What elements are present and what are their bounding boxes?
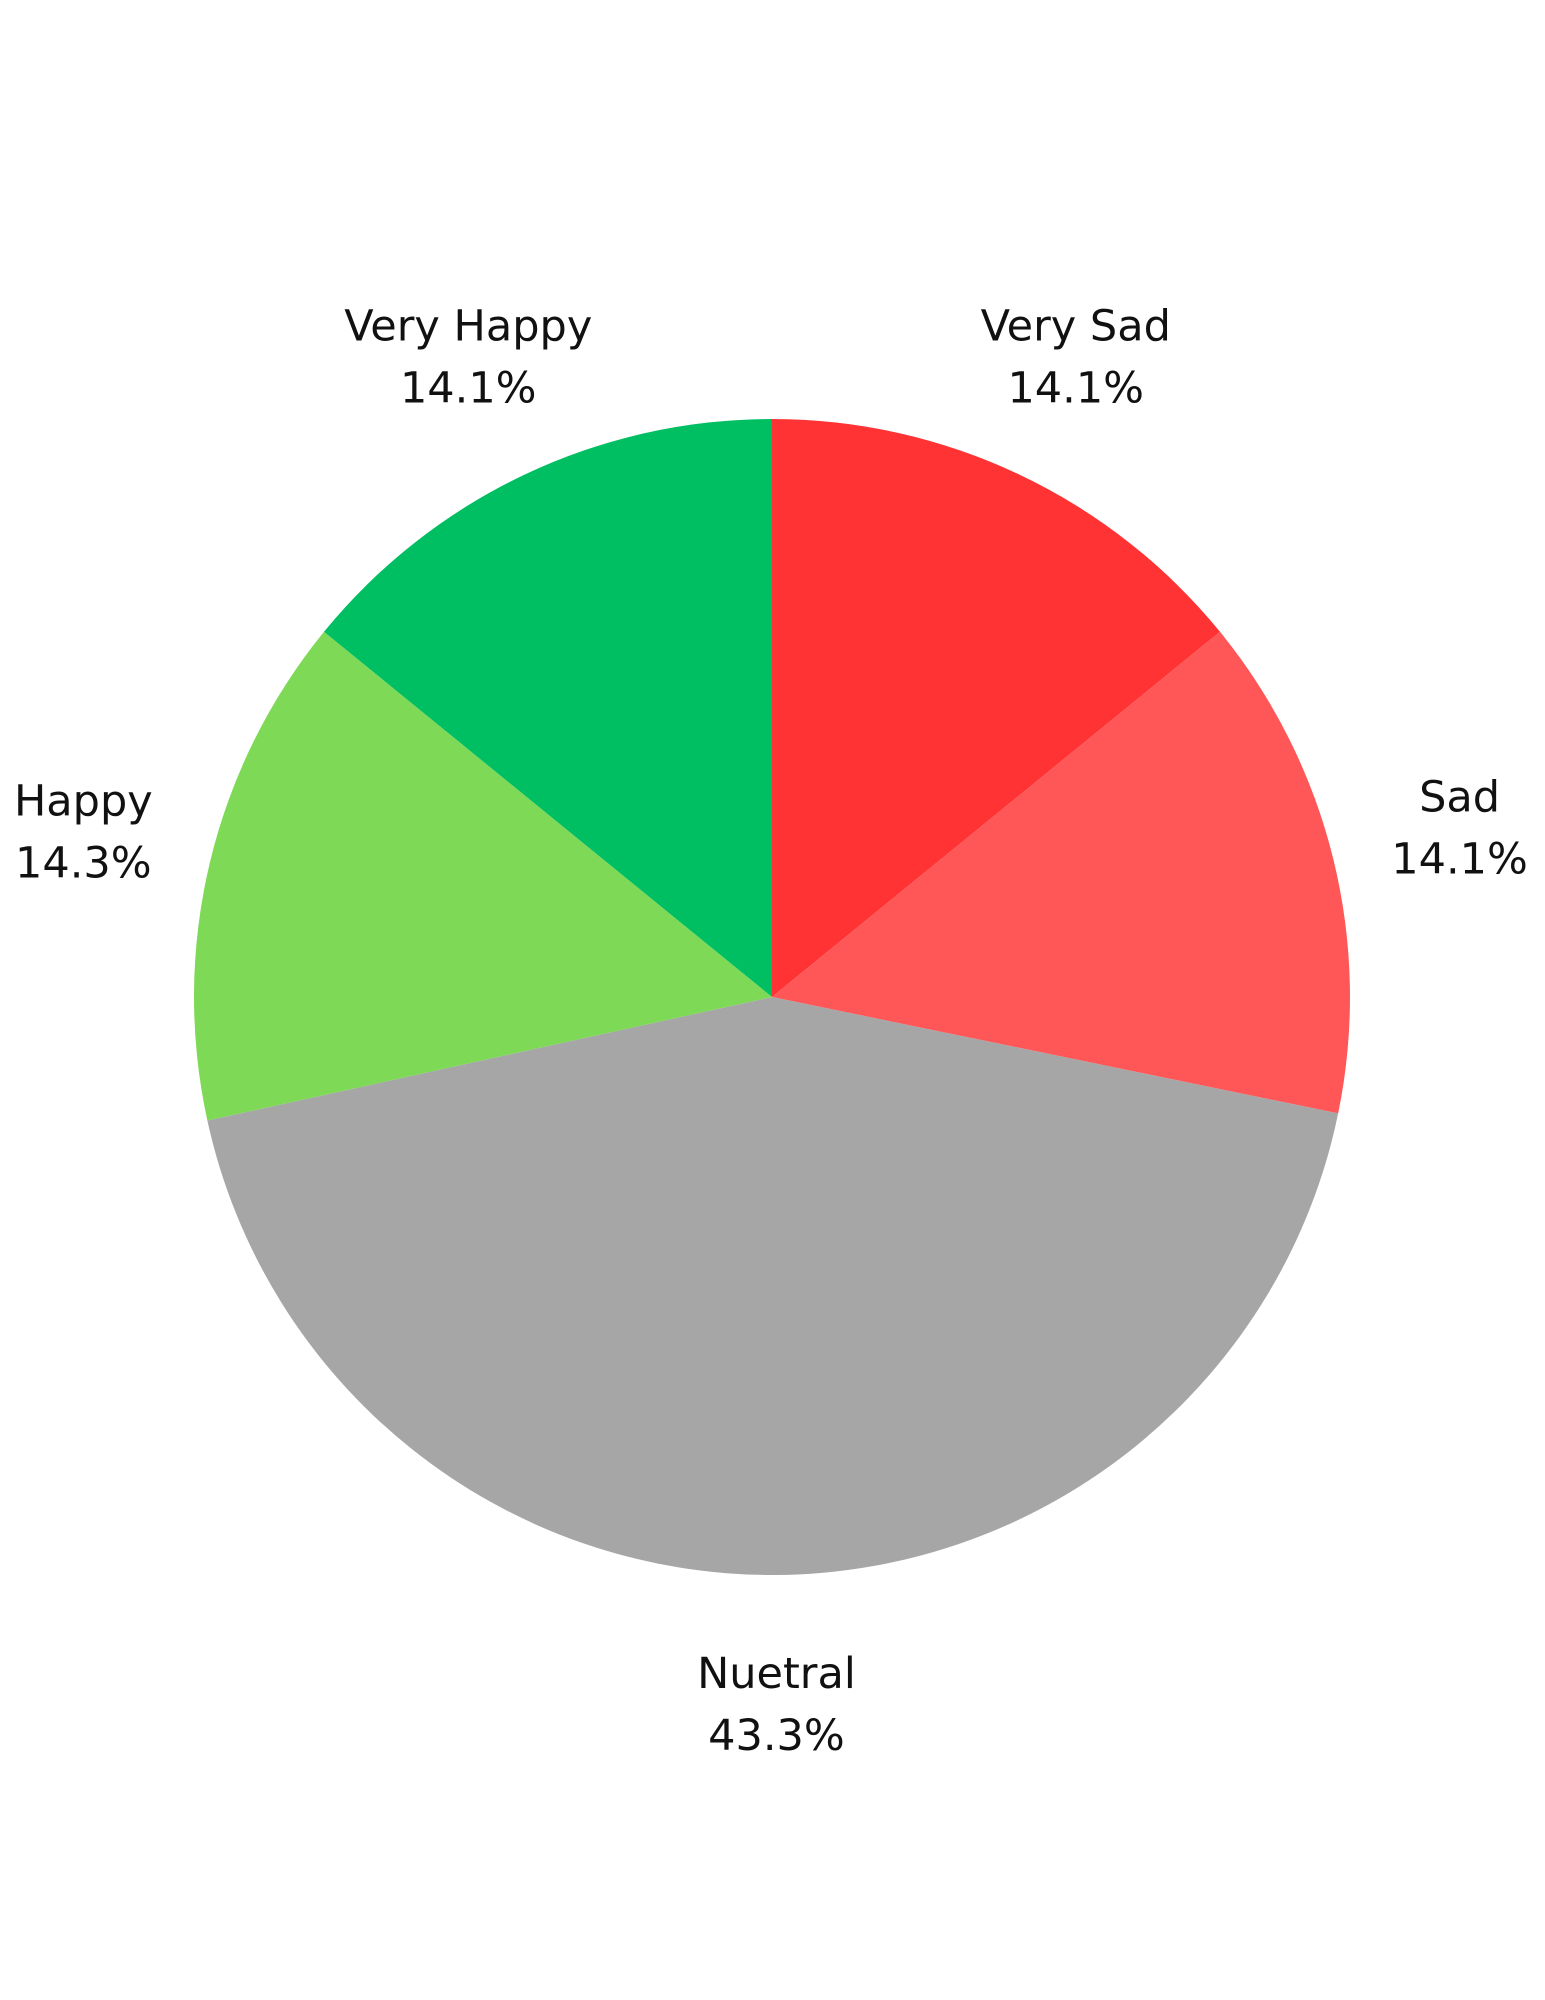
- slice-label-very-happy: Very Happy: [344, 301, 592, 351]
- pie-slice-happy: [194, 631, 773, 1121]
- slice-label-sad: Sad: [1419, 772, 1500, 822]
- pie-slice-sad: [772, 631, 1350, 1114]
- slice-value-sad: 14.1%: [1391, 834, 1528, 884]
- slice-label-very-sad: Very Sad: [981, 301, 1171, 351]
- slice-label-happy: Happy: [14, 777, 153, 827]
- slice-value-nuetral: 43.3%: [708, 1711, 845, 1761]
- slice-value-very-sad: 14.1%: [1007, 363, 1144, 413]
- pie-labels: Very Sad 14.1% Sad 14.1% Nuetral 43.3% Happy 14…: [14, 301, 1528, 1761]
- slice-value-very-happy: 14.1%: [400, 363, 537, 413]
- pie-slice-very-happy: [324, 419, 772, 997]
- pie-slice-very-sad: [772, 419, 1220, 997]
- pie-slice-nuetral: [207, 997, 1339, 1576]
- slice-label-nuetral: Nuetral: [697, 1649, 856, 1699]
- slice-value-happy: 14.3%: [15, 839, 152, 889]
- pie-slices: [194, 419, 1350, 1576]
